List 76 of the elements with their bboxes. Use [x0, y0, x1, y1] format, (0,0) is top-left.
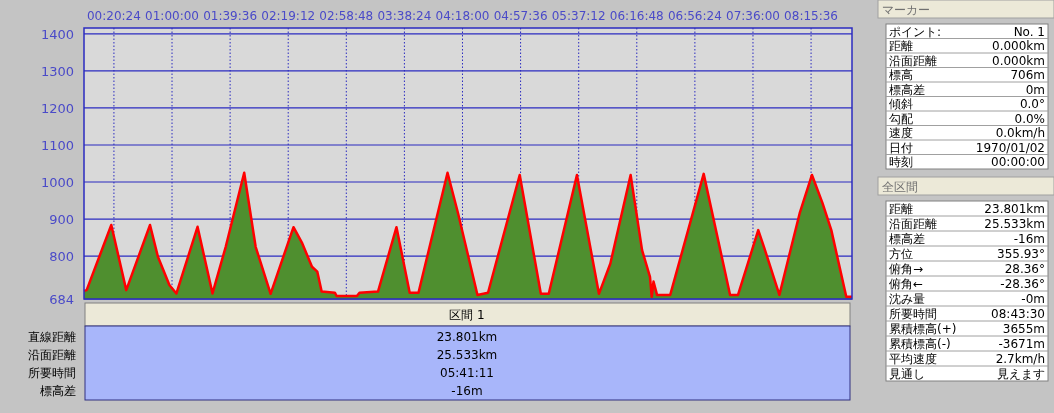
text: 見通し	[889, 367, 925, 381]
text: No. 1	[1013, 24, 1045, 39]
text: 0m	[1025, 82, 1045, 97]
text: 3655m	[1002, 322, 1045, 336]
text: 勾配	[889, 111, 913, 126]
text: 累積標高(+)	[889, 322, 957, 336]
text: 累積標高(-)	[889, 337, 951, 351]
y-tick-label: 1000	[40, 175, 74, 191]
y-tick-label: 1300	[40, 63, 74, 79]
text: 方位	[889, 247, 913, 261]
text: 25.533km	[984, 217, 1045, 231]
text: 所要時間	[889, 307, 937, 321]
x-tick-label: 02:19:12	[261, 9, 316, 23]
x-tick-label: 01:39:36	[203, 9, 258, 23]
text: 00:00:00	[991, 155, 1045, 169]
text: 標高差	[889, 232, 925, 246]
text: 距離	[889, 39, 913, 53]
text: 23.801km	[436, 330, 498, 344]
text: 0.0%	[1014, 111, 1045, 126]
text: 355.93°	[997, 247, 1045, 261]
x-tick-label: 06:56:24	[667, 9, 722, 23]
text: 25.533km	[436, 348, 498, 362]
text: -16m	[451, 384, 483, 398]
text: 区間 1	[449, 308, 485, 322]
text: 沈み量	[889, 292, 925, 306]
text: マーカー	[882, 3, 930, 17]
text: 俯角←	[889, 277, 924, 291]
text: -16m	[1013, 232, 1045, 246]
y-tick-label: 1400	[40, 26, 74, 42]
y-tick-label: 900	[49, 212, 74, 228]
text: 直線距離	[28, 330, 76, 344]
text: 所要時間	[28, 366, 76, 380]
text: 0.0km/h	[995, 126, 1045, 140]
text: 日付	[889, 140, 913, 155]
x-tick-label: 04:57:36	[493, 9, 548, 23]
text: 05:41:11	[440, 366, 494, 380]
text: 見えます	[997, 367, 1045, 381]
x-tick-label: 07:36:00	[726, 9, 780, 23]
x-tick-label: 05:37:12	[551, 9, 606, 23]
x-tick-label: 03:38:24	[377, 9, 432, 23]
text: 標高	[889, 68, 913, 82]
text: 俯角→	[889, 262, 924, 276]
y-tick-label: 1200	[40, 100, 74, 116]
text: 1970/01/02	[975, 140, 1045, 155]
text: -3671m	[998, 337, 1045, 351]
x-tick-label: 02:58:48	[319, 9, 374, 23]
x-tick-label: 04:18:00	[435, 9, 490, 23]
text: 全区間	[882, 180, 918, 194]
text: 傾斜	[889, 97, 913, 111]
text: 沿面距離	[889, 53, 937, 68]
text: -0m	[1021, 292, 1045, 306]
text: 08:43:30	[991, 307, 1045, 321]
text: 0.000km	[992, 53, 1045, 68]
text: -28.36°	[1000, 277, 1045, 291]
text: 距離	[889, 202, 913, 216]
text: 2.7km/h	[995, 352, 1045, 366]
text: 706m	[1010, 68, 1045, 82]
text: 平均速度	[889, 352, 937, 366]
text: 時刻	[889, 155, 913, 169]
text: 23.801km	[984, 202, 1045, 216]
text: 標高差	[40, 384, 76, 398]
text: 沿面距離	[28, 348, 76, 362]
text: 0.0°	[1019, 97, 1045, 111]
x-tick-label: 08:15:36	[784, 9, 839, 23]
text: 速度	[889, 126, 913, 140]
x-tick-label: 01:00:00	[145, 9, 199, 23]
text: ポイント:	[889, 24, 942, 39]
text: 28.36°	[1004, 262, 1045, 276]
y-tick-label: 800	[49, 249, 74, 265]
y-tick-label: 1100	[40, 137, 74, 153]
text: 0.000km	[992, 39, 1045, 53]
text: 標高差	[889, 82, 925, 97]
x-tick-label: 06:16:48	[609, 9, 664, 23]
x-tick-label: 00:20:24	[86, 9, 141, 23]
text: 沿面距離	[889, 217, 937, 231]
y-tick-label: 684	[49, 292, 74, 307]
